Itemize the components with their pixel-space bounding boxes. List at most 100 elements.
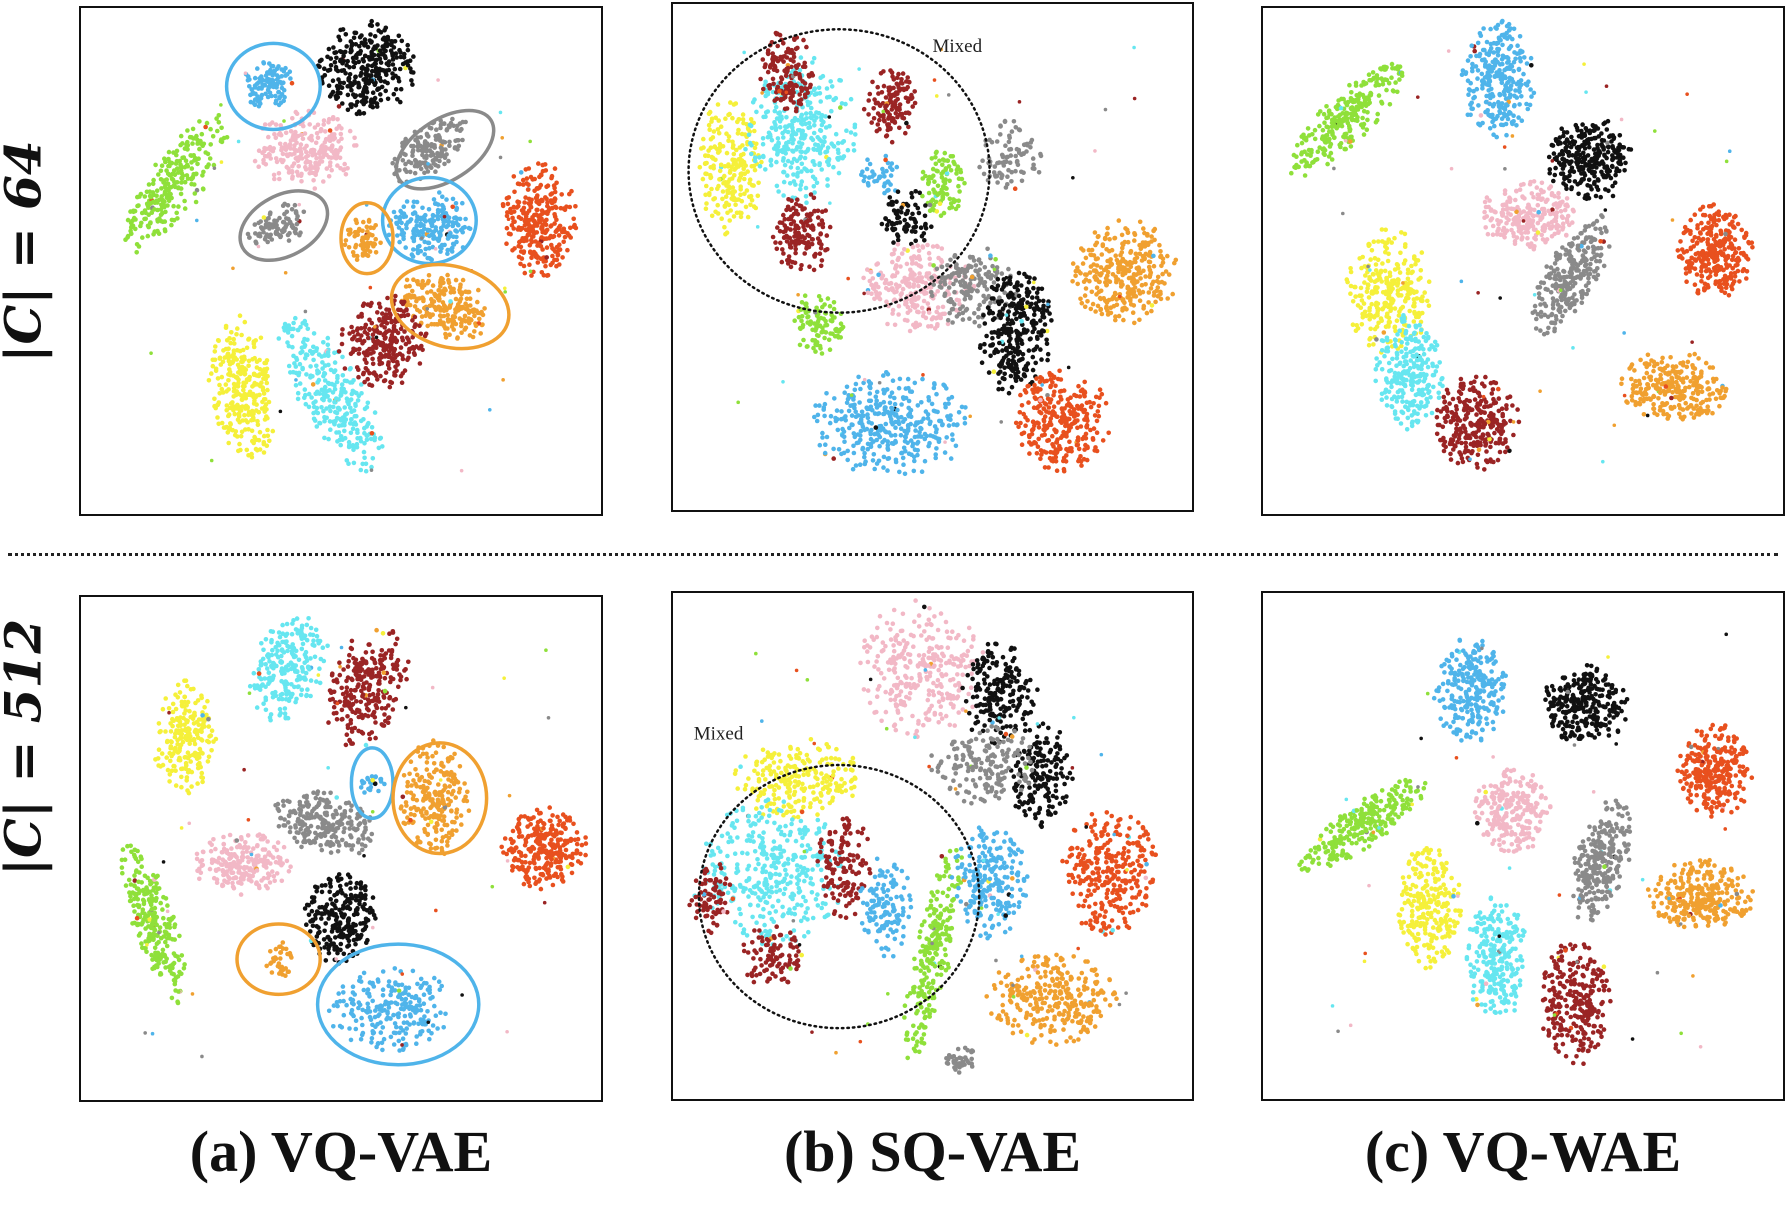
cluster-brown <box>336 293 429 390</box>
point <box>180 141 185 146</box>
point <box>317 155 323 161</box>
point <box>793 201 799 207</box>
point <box>541 259 546 264</box>
point <box>290 225 296 231</box>
point <box>451 286 456 292</box>
point <box>1008 281 1013 287</box>
point <box>431 299 437 304</box>
point <box>740 143 745 148</box>
point <box>1030 354 1036 360</box>
point <box>881 118 887 123</box>
point <box>359 333 364 338</box>
point <box>775 136 781 141</box>
point <box>426 273 432 278</box>
point <box>437 292 442 298</box>
point <box>463 325 469 331</box>
point <box>725 164 731 169</box>
point <box>336 104 342 109</box>
point <box>393 293 398 299</box>
point <box>550 246 555 251</box>
point <box>420 285 425 291</box>
point <box>913 202 918 208</box>
point <box>896 255 901 261</box>
point <box>779 114 784 119</box>
point <box>969 274 975 280</box>
point <box>182 164 188 170</box>
point <box>866 175 872 180</box>
point <box>921 298 927 304</box>
point <box>813 349 818 354</box>
point <box>386 366 392 371</box>
point <box>831 164 836 170</box>
point <box>412 304 418 309</box>
point <box>1007 147 1012 152</box>
point <box>366 233 371 239</box>
point <box>321 118 327 123</box>
point <box>904 120 909 126</box>
point <box>390 160 396 166</box>
point <box>327 163 333 169</box>
point <box>523 213 529 219</box>
cluster-pink <box>252 108 359 191</box>
point <box>1035 306 1041 312</box>
point <box>907 79 912 85</box>
point <box>231 336 236 342</box>
point <box>276 132 282 137</box>
point <box>730 115 735 121</box>
point <box>345 107 351 113</box>
point <box>332 350 337 356</box>
point <box>915 243 920 248</box>
point <box>775 225 780 230</box>
point <box>206 378 212 383</box>
point <box>562 234 568 240</box>
point <box>415 214 420 219</box>
point <box>354 111 360 117</box>
point <box>357 226 362 232</box>
point <box>415 135 420 140</box>
point <box>327 398 332 403</box>
row-divider <box>8 553 1778 556</box>
point <box>993 257 998 262</box>
point <box>447 332 452 338</box>
point <box>295 390 301 396</box>
point <box>393 364 398 370</box>
point <box>357 337 363 343</box>
point <box>523 236 529 242</box>
point <box>526 208 532 213</box>
point <box>552 166 558 171</box>
point <box>803 111 809 116</box>
point <box>396 78 402 84</box>
outlier-point <box>498 155 503 160</box>
point <box>799 179 805 184</box>
point <box>955 164 961 169</box>
point <box>365 229 370 234</box>
point <box>814 324 819 329</box>
point <box>424 131 430 137</box>
point <box>833 131 839 137</box>
point <box>742 176 747 182</box>
point <box>375 22 380 27</box>
point <box>261 60 266 65</box>
point <box>391 45 397 50</box>
point <box>246 363 251 369</box>
point <box>730 192 735 197</box>
point <box>975 288 980 294</box>
point <box>900 279 905 284</box>
point <box>375 43 380 48</box>
point <box>313 391 318 397</box>
point <box>322 140 328 145</box>
point <box>894 289 899 294</box>
point <box>923 203 928 208</box>
point <box>740 117 746 122</box>
point <box>781 179 787 185</box>
point <box>423 212 428 218</box>
point <box>522 218 528 224</box>
point <box>435 164 441 169</box>
point <box>425 169 431 174</box>
point <box>256 148 262 153</box>
point <box>153 162 158 168</box>
point <box>877 117 882 123</box>
point <box>335 439 340 444</box>
point <box>397 239 402 245</box>
point <box>723 116 728 121</box>
